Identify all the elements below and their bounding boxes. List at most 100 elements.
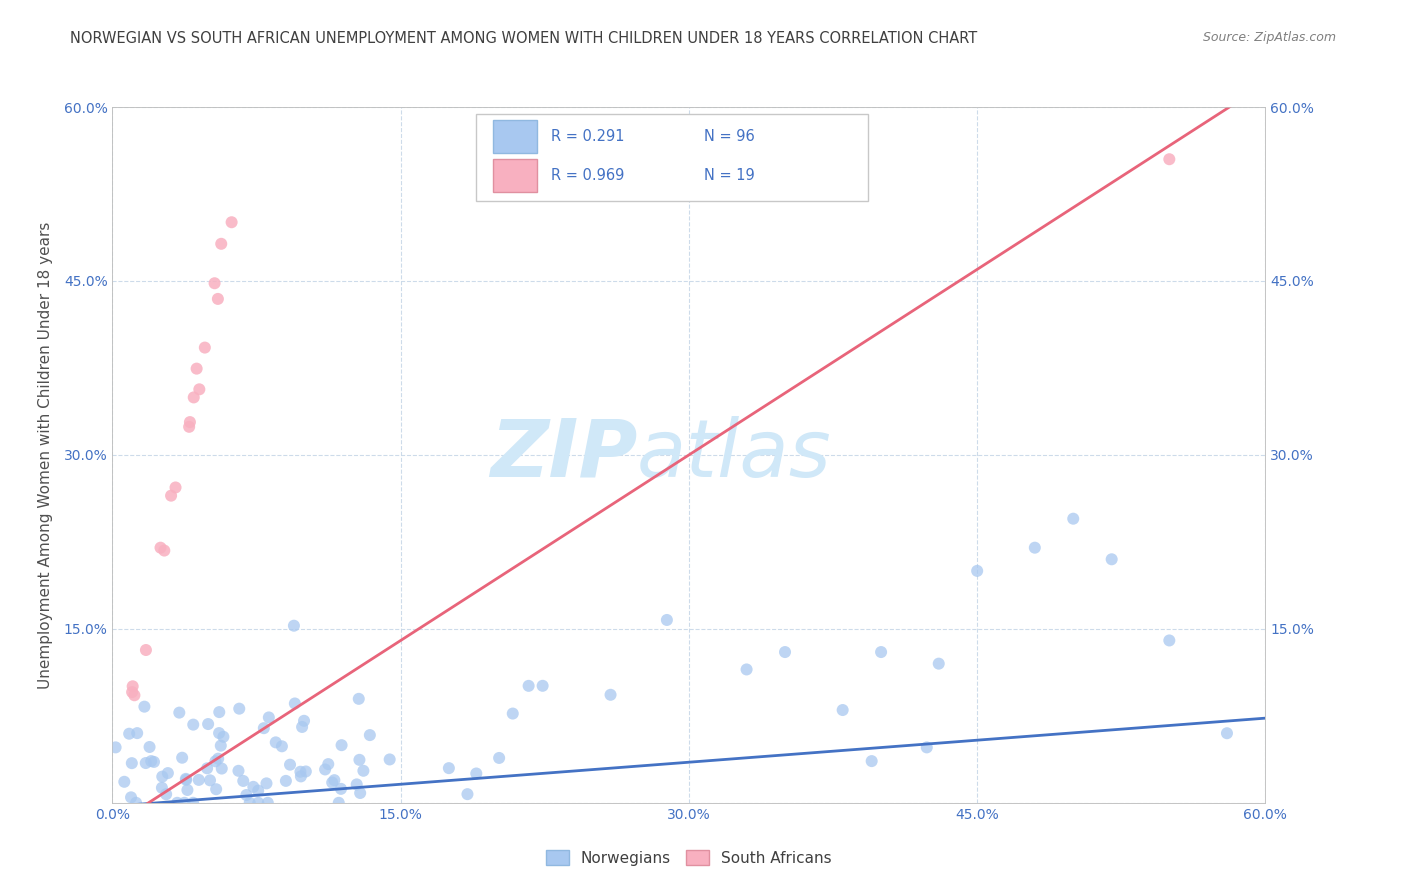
Point — [138, 739, 160, 754]
Point — [295, 764, 318, 779]
Text: atlas: atlas — [637, 416, 832, 494]
Point — [314, 763, 336, 777]
Point — [349, 786, 371, 800]
Point — [198, 773, 221, 788]
Point — [232, 773, 254, 788]
Point — [183, 391, 205, 405]
Point — [209, 739, 232, 753]
Point — [1062, 511, 1084, 525]
Point — [187, 772, 209, 787]
Point — [228, 701, 250, 715]
Point — [1159, 152, 1181, 166]
Point — [599, 688, 621, 702]
Point — [247, 783, 270, 797]
Point — [208, 705, 231, 719]
Text: R = 0.291: R = 0.291 — [551, 129, 624, 144]
Point — [292, 714, 315, 728]
Point — [150, 770, 173, 784]
Point — [121, 756, 143, 771]
Point — [242, 780, 264, 794]
Point — [211, 762, 233, 776]
Point — [141, 754, 163, 768]
Point — [278, 757, 301, 772]
Point — [349, 753, 371, 767]
Point — [330, 738, 353, 752]
Point — [121, 685, 143, 699]
Point — [134, 699, 156, 714]
Point — [316, 757, 339, 772]
Point — [186, 361, 208, 376]
Point — [204, 277, 226, 291]
Point — [160, 489, 183, 503]
Point — [253, 721, 276, 735]
Point — [135, 643, 157, 657]
Point — [735, 662, 758, 676]
Point — [256, 776, 278, 790]
Point — [437, 761, 460, 775]
Point — [149, 541, 172, 555]
Point — [271, 739, 294, 754]
Point — [247, 796, 270, 810]
Point — [174, 772, 197, 787]
Point — [346, 777, 368, 791]
Point — [228, 764, 250, 778]
Point — [205, 782, 228, 797]
Point — [169, 706, 191, 720]
Point — [328, 796, 350, 810]
Point — [207, 752, 229, 766]
Point — [181, 717, 204, 731]
Text: N = 19: N = 19 — [704, 168, 755, 183]
Point — [125, 796, 148, 810]
Point — [359, 728, 381, 742]
Point — [291, 720, 314, 734]
Point — [153, 543, 176, 558]
Point — [655, 613, 678, 627]
Point — [221, 215, 243, 229]
Point — [172, 750, 194, 764]
Point — [181, 796, 204, 810]
FancyBboxPatch shape — [475, 114, 868, 201]
Text: NORWEGIAN VS SOUTH AFRICAN UNEMPLOYMENT AMONG WOMEN WITH CHILDREN UNDER 18 YEARS: NORWEGIAN VS SOUTH AFRICAN UNEMPLOYMENT … — [70, 31, 977, 46]
Point — [256, 796, 278, 810]
Point — [174, 772, 197, 786]
Point — [488, 751, 510, 765]
Point — [378, 752, 401, 766]
Point — [928, 657, 950, 671]
Point — [274, 773, 297, 788]
Point — [179, 415, 201, 429]
Point — [165, 480, 187, 494]
Point — [347, 691, 370, 706]
Point — [290, 764, 312, 779]
Text: N = 96: N = 96 — [704, 129, 755, 144]
Point — [465, 766, 488, 780]
Point — [870, 645, 893, 659]
Point — [1159, 633, 1181, 648]
Point — [156, 766, 179, 780]
Point — [118, 727, 141, 741]
Point — [166, 796, 188, 810]
Text: ZIP: ZIP — [489, 416, 637, 494]
Point — [135, 756, 157, 770]
FancyBboxPatch shape — [494, 159, 537, 193]
Point — [188, 382, 211, 396]
Point — [235, 788, 257, 802]
Point — [197, 717, 219, 731]
Point — [150, 780, 173, 795]
Point — [207, 292, 229, 306]
Point — [212, 730, 235, 744]
Point — [155, 787, 177, 801]
Point — [208, 726, 231, 740]
Point — [517, 679, 540, 693]
Point — [915, 740, 938, 755]
Point — [204, 754, 226, 768]
Point — [284, 697, 307, 711]
Point — [290, 769, 312, 783]
Text: Source: ZipAtlas.com: Source: ZipAtlas.com — [1202, 31, 1336, 45]
Point — [831, 703, 853, 717]
Point — [283, 618, 305, 632]
Point — [104, 740, 127, 755]
Point — [179, 419, 201, 434]
Point — [121, 679, 143, 693]
Point — [352, 764, 374, 778]
Point — [112, 774, 135, 789]
